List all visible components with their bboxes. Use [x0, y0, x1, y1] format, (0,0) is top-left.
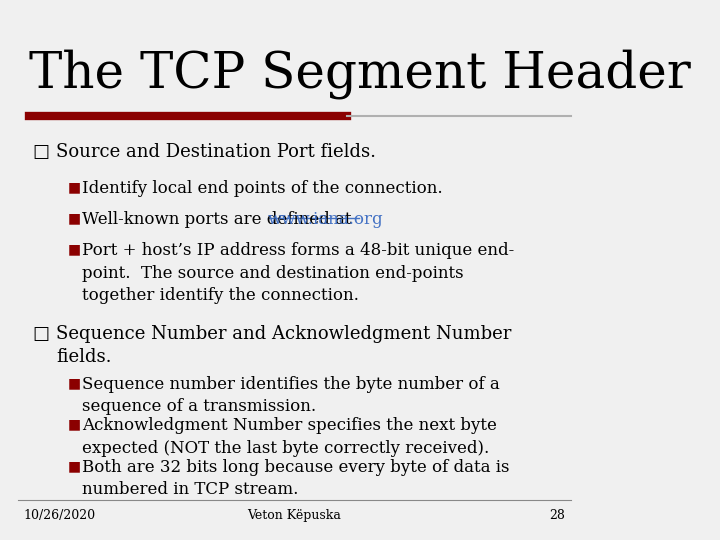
Text: Veton Këpuska: Veton Këpuska [247, 509, 341, 522]
Text: Well-known ports are defined at: Well-known ports are defined at [82, 211, 357, 228]
Text: Source and Destination Port fields.: Source and Destination Port fields. [56, 143, 376, 161]
Text: Acknowledgment Number specifies the next byte
expected (NOT the last byte correc: Acknowledgment Number specifies the next… [82, 417, 498, 457]
Text: Port + host’s IP address forms a 48-bit unique end-
point.  The source and desti: Port + host’s IP address forms a 48-bit … [82, 242, 515, 304]
Text: Sequence number identifies the byte number of a
sequence of a transmission.: Sequence number identifies the byte numb… [82, 376, 500, 415]
Text: ■: ■ [68, 180, 81, 194]
Text: 28: 28 [549, 509, 564, 522]
Text: ■: ■ [68, 211, 81, 225]
Text: □: □ [32, 143, 50, 161]
Text: www.iana.org: www.iana.org [268, 211, 383, 228]
Text: ■: ■ [68, 459, 81, 473]
Text: The TCP Segment Header: The TCP Segment Header [30, 49, 691, 99]
Text: □: □ [32, 325, 50, 342]
Text: Sequence Number and Acknowledgment Number
fields.: Sequence Number and Acknowledgment Numbe… [56, 325, 511, 366]
Text: ■: ■ [68, 242, 81, 256]
Text: ■: ■ [68, 376, 81, 390]
Text: 10/26/2020: 10/26/2020 [24, 509, 96, 522]
Text: Both are 32 bits long because every byte of data is
numbered in TCP stream.: Both are 32 bits long because every byte… [82, 459, 510, 498]
Text: ■: ■ [68, 417, 81, 431]
Text: Identify local end points of the connection.: Identify local end points of the connect… [82, 180, 443, 197]
